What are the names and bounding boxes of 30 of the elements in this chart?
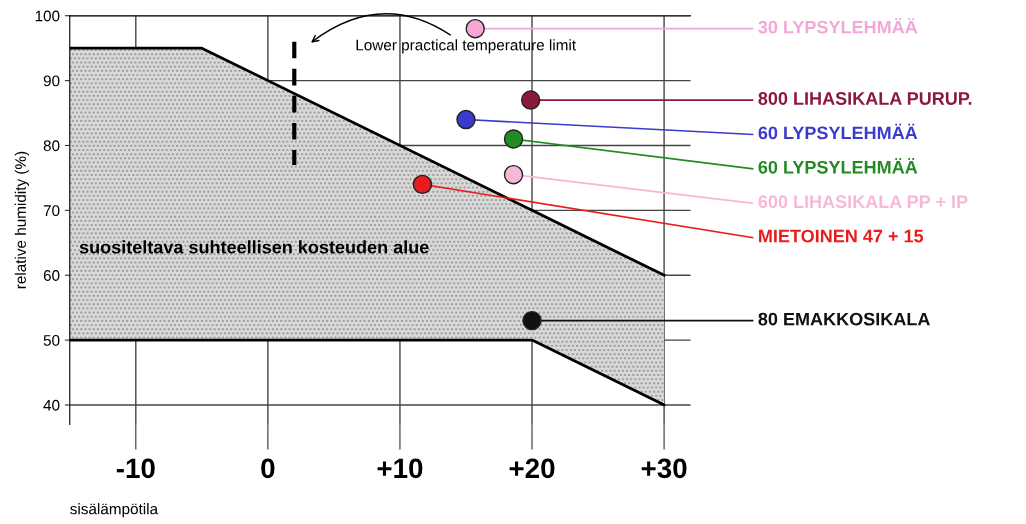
- point: [522, 310, 542, 331]
- x-axis-title: sisälämpötila: [70, 503, 159, 518]
- x-tick-label: +20: [509, 458, 555, 479]
- x-tick-label: +10: [377, 458, 423, 479]
- y-tick-label: 60: [43, 270, 60, 281]
- point: [465, 18, 485, 39]
- text: MIETOINEN 47 + 15: [759, 229, 924, 243]
- y-tick-label: 90: [43, 75, 60, 87]
- text: 600 LIHASIKALA PP + IP: [758, 195, 968, 209]
- x-tick-label: +30: [641, 458, 687, 479]
- text: 60 LYPSYLEHMÄÄ: [758, 123, 918, 140]
- point: [503, 164, 524, 185]
- point: [503, 129, 524, 149]
- point: [520, 90, 541, 110]
- text: 80 EMAKKOSIKALA: [758, 312, 930, 326]
- point: [412, 174, 433, 195]
- text: 30 LYPSYLEHMÄÄ: [758, 17, 918, 34]
- y-tick-label: 40: [43, 399, 60, 411]
- annotation: suositeltava suhteellisen kosteuden alue: [79, 240, 429, 254]
- y-tick-label: 100: [35, 10, 60, 22]
- y-tick-label: 70: [43, 205, 60, 217]
- y-axis-title: relative humidity (%): [14, 151, 29, 289]
- x-tick-label: 0: [261, 458, 275, 479]
- text: 800 LIHASIKALA PURUP.: [758, 92, 972, 105]
- text: 60 LYPSYLEHMÄÄ: [758, 158, 918, 174]
- x-tick-label: -10: [116, 458, 155, 479]
- point: [456, 109, 476, 130]
- annotation: Lower practical temperature limit: [356, 39, 576, 54]
- y-tick-label: 50: [43, 334, 60, 346]
- y-tick-label: 80: [43, 140, 60, 152]
